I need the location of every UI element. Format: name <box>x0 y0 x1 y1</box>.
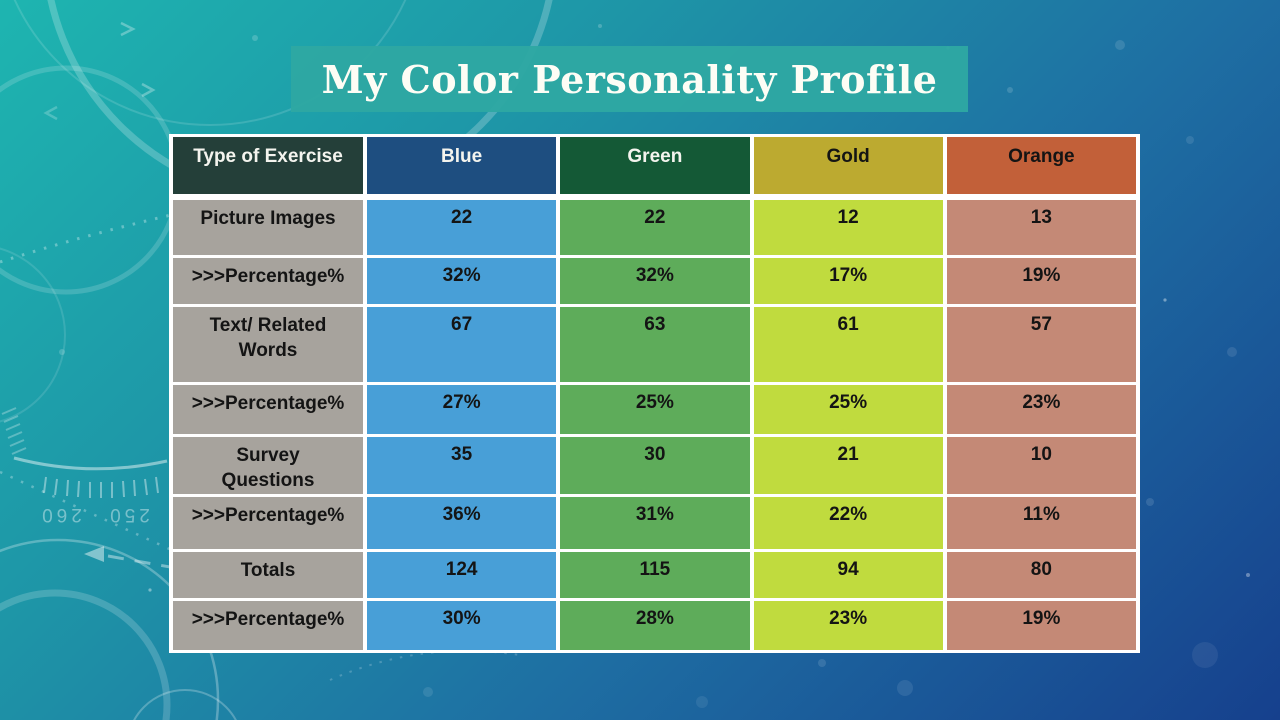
cell-green: 115 <box>560 552 750 598</box>
row-label: Totals <box>173 552 363 598</box>
cell-orange: 10 <box>946 437 1136 494</box>
color-profile-table: Type of Exercise Blue Green Gold Orange … <box>169 134 1140 653</box>
cell-blue: 32% <box>367 258 557 304</box>
cell-orange: 19% <box>946 601 1136 650</box>
cell-orange: 57 <box>946 307 1136 382</box>
row-label: >>>Percentage% <box>173 497 363 549</box>
row-label: >>>Percentage% <box>173 258 363 304</box>
cell-blue: 36% <box>367 497 557 549</box>
cell-blue: 27% <box>367 385 557 434</box>
cell-gold: 22% <box>753 497 943 549</box>
cell-gold: 23% <box>753 601 943 650</box>
cell-orange: 23% <box>946 385 1136 434</box>
dial-number-260: 260 <box>38 504 82 525</box>
column-header-gold: Gold <box>753 137 943 197</box>
cell-blue: 35 <box>367 437 557 494</box>
column-header-green: Green <box>560 137 750 197</box>
table-body: Picture Images 22 22 12 13 >>>Percentage… <box>173 200 1136 650</box>
decor-edge-ticks <box>1 407 27 455</box>
cell-green: 30 <box>560 437 750 494</box>
cell-gold: 61 <box>753 307 943 382</box>
row-label: >>>Percentage% <box>173 385 363 434</box>
table-row-percentage-4: >>>Percentage% 30% 28% 23% 19% <box>173 601 1136 650</box>
table-container: Type of Exercise Blue Green Gold Orange … <box>169 134 1140 653</box>
decor-chevron-icons <box>43 21 156 121</box>
cell-gold: 94 <box>753 552 943 598</box>
cell-gold: 12 <box>753 200 943 255</box>
table-header: Type of Exercise Blue Green Gold Orange <box>173 137 1136 197</box>
cell-blue: 30% <box>367 601 557 650</box>
column-header-type-of-exercise: Type of Exercise <box>173 137 363 197</box>
row-label: >>>Percentage% <box>173 601 363 650</box>
cell-green: 32% <box>560 258 750 304</box>
table-row-percentage-1: >>>Percentage% 32% 32% 17% 19% <box>173 258 1136 304</box>
column-header-orange: Orange <box>946 137 1136 197</box>
cell-orange: 13 <box>946 200 1136 255</box>
cell-blue: 67 <box>367 307 557 382</box>
cell-orange: 80 <box>946 552 1136 598</box>
row-label: Text/ Related Words <box>173 307 363 382</box>
page-title: My Color Personality Profile <box>321 56 938 102</box>
cell-orange: 11% <box>946 497 1136 549</box>
row-label: Survey Questions <box>173 437 363 494</box>
table-row-picture-images: Picture Images 22 22 12 13 <box>173 200 1136 255</box>
cell-blue: 22 <box>367 200 557 255</box>
table-row-survey-questions: Survey Questions 35 30 21 10 <box>173 437 1136 494</box>
title-bar: My Color Personality Profile <box>291 46 968 112</box>
cell-green: 63 <box>560 307 750 382</box>
cell-green: 22 <box>560 200 750 255</box>
cell-gold: 21 <box>753 437 943 494</box>
row-label: Picture Images <box>173 200 363 255</box>
dial-number-250: 250 <box>106 504 150 525</box>
header-row: Type of Exercise Blue Green Gold Orange <box>173 137 1136 197</box>
column-header-blue: Blue <box>367 137 557 197</box>
table-row-text-related-words: Text/ Related Words 67 63 61 57 <box>173 307 1136 382</box>
cell-green: 28% <box>560 601 750 650</box>
cell-gold: 17% <box>753 258 943 304</box>
cell-green: 25% <box>560 385 750 434</box>
cell-gold: 25% <box>753 385 943 434</box>
table-row-percentage-3: >>>Percentage% 36% 31% 22% 11% <box>173 497 1136 549</box>
cell-green: 31% <box>560 497 750 549</box>
cell-blue: 124 <box>367 552 557 598</box>
cell-orange: 19% <box>946 258 1136 304</box>
table-row-totals: Totals 124 115 94 80 <box>173 552 1136 598</box>
table-row-percentage-2: >>>Percentage% 27% 25% 25% 23% <box>173 385 1136 434</box>
